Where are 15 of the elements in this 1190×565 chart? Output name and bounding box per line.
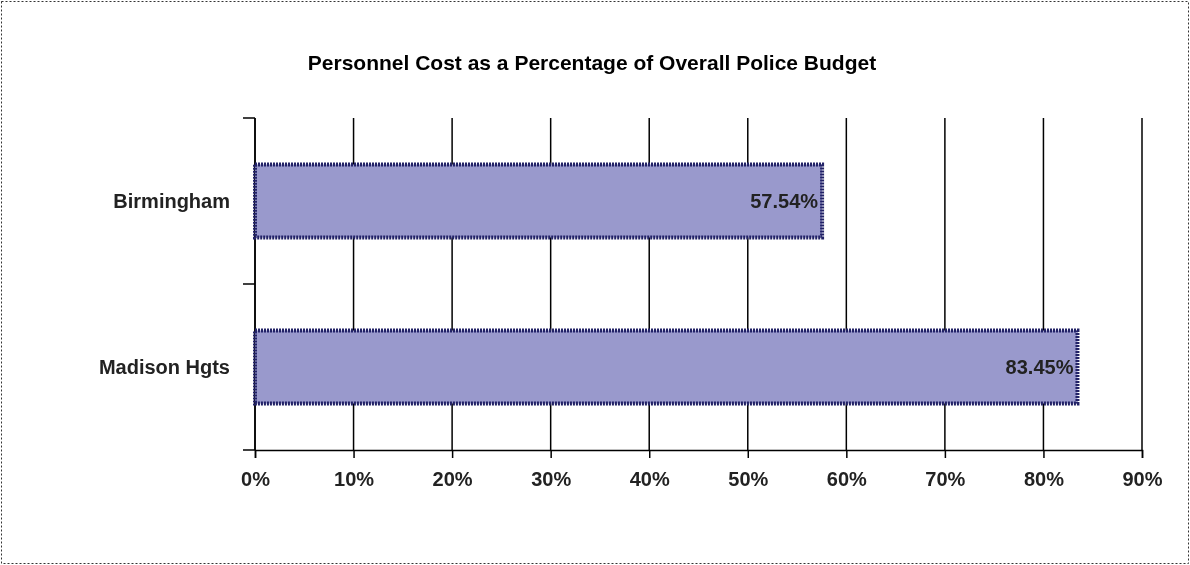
data-label: 57.54% [750, 190, 819, 212]
x-tick-label: 60% [826, 468, 868, 491]
chart-title: Personnel Cost as a Percentage of Overall Police Budget [307, 51, 877, 74]
x-tick-label: 10% [334, 468, 375, 491]
x-tick-label: 40% [629, 468, 670, 491]
x-tick-label: 70% [925, 468, 966, 491]
y-tick-label: Madison Hgts [98, 356, 230, 378]
x-tick-label: 90% [1122, 468, 1163, 491]
data-label: 83.45% [1005, 356, 1074, 378]
x-tick-label: 30% [531, 468, 572, 491]
x-tick-label: 80% [1023, 468, 1065, 491]
x-tick-label: 20% [432, 468, 473, 491]
x-tick-label: 50% [728, 468, 769, 491]
x-tick-label: 0% [241, 468, 271, 491]
y-tick-label: Birmingham [113, 190, 230, 212]
